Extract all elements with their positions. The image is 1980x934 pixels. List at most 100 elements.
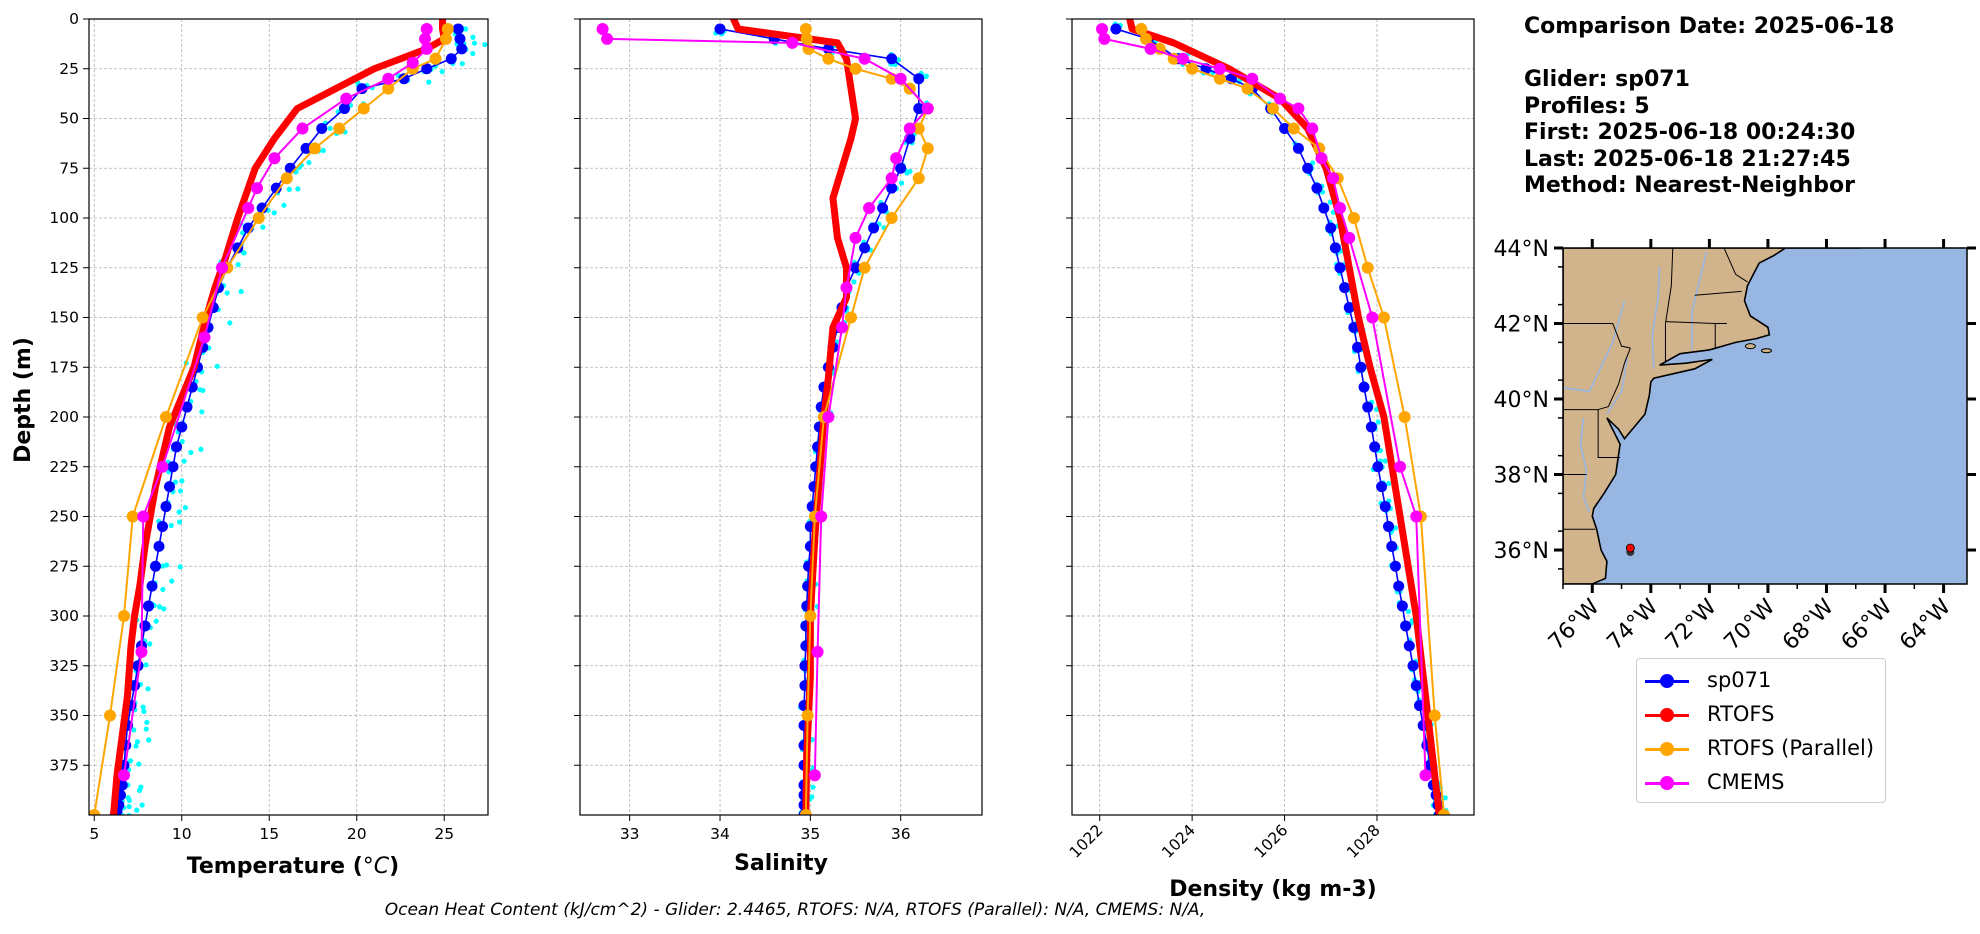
x-tick-label: 20: [347, 825, 367, 843]
data-point-sp071: [164, 481, 175, 493]
axis-ticks: 5 10 15 20 250255075100125150175200225250275…: [49, 10, 454, 843]
glider-raw-point: [176, 509, 182, 515]
data-point-rtofs_parallel: [252, 212, 265, 224]
glider-raw-point: [176, 519, 183, 525]
glider-raw-point: [227, 320, 233, 326]
lat-tick-label: 44°N: [1494, 237, 1549, 262]
glider-raw-point: [140, 704, 146, 710]
data-point-rtofs_parallel: [858, 261, 871, 274]
data-point-cmems: [1394, 460, 1407, 473]
data-point-sp071: [1334, 262, 1346, 274]
data-point-rtofs_parallel: [1398, 411, 1411, 423]
glider-raw-point: [177, 564, 183, 570]
data-point-rtofs_parallel: [804, 610, 817, 622]
profile-charts: 5 10 15 20 250255075100125150175200225250275…: [49, 10, 1475, 862]
data-point-rtofs_parallel: [885, 212, 898, 224]
data-point-rtofs_parallel: [308, 142, 321, 155]
data-point-cmems: [1098, 32, 1111, 45]
data-point-rtofs_parallel: [89, 809, 101, 815]
data-point-rtofs_parallel: [1213, 72, 1226, 85]
glider-raw-point: [805, 816, 810, 821]
lon-tick-label: 66°W: [1837, 594, 1898, 655]
glider-raw-point: [160, 563, 166, 569]
glider-raw-point: [801, 817, 806, 822]
glider-raw-point: [923, 73, 929, 79]
temperature-axis-label: Temperature (°C): [187, 854, 399, 879]
glider-raw-point: [198, 446, 204, 452]
data-point-sp071: [1279, 122, 1291, 134]
x-tick-label: 36: [891, 825, 911, 843]
data-point-cmems: [137, 510, 150, 523]
state-border: [1597, 347, 1631, 411]
axis-ticks: 1022 1024 1026 1028: [1066, 18, 1384, 862]
chart-panel-2: 33 34 35 36: [574, 18, 983, 843]
data-point-sp071: [284, 162, 296, 174]
temperature-label-text: Temperature (: [187, 854, 363, 879]
data-point-sp071: [1410, 680, 1422, 692]
glider-raw-point: [1386, 480, 1392, 487]
data-point-cmems: [1213, 62, 1226, 75]
legend: sp071 RTOFS RTOFS (Parallel) CMEMS: [1636, 658, 1886, 803]
data-point-cmems: [903, 122, 916, 135]
glider-raw-point: [471, 40, 478, 46]
x-tick-label: 1026: [1251, 821, 1292, 862]
glider-raw-point: [128, 818, 133, 823]
series-rtofs_parallel: [799, 22, 934, 815]
legend-label: sp071: [1707, 668, 1772, 692]
lat-tick-label: 40°N: [1494, 388, 1549, 413]
data-point-sp071: [1393, 580, 1405, 592]
data-point-rtofs_parallel: [357, 102, 370, 115]
data-point-sp071: [1355, 361, 1367, 373]
data-point-rtofs_parallel: [800, 32, 813, 45]
data-point-rtofs_parallel: [333, 122, 346, 135]
series-cmems: [1096, 22, 1432, 782]
series-sp071: [1110, 23, 1445, 815]
data-point-sp071: [421, 63, 433, 75]
lon-tick-label: 64°W: [1895, 594, 1956, 655]
data-point-rtofs_parallel: [801, 709, 814, 722]
data-point-cmems: [406, 56, 419, 69]
legend-marker: [1660, 708, 1674, 722]
y-tick-label: 175: [49, 358, 79, 376]
profile-count: Profiles: 5: [1524, 93, 1650, 119]
glider-raw-point: [141, 708, 147, 715]
glider-raw-point: [179, 478, 185, 484]
y-tick-label: 200: [49, 408, 79, 426]
glider-raw-point: [199, 409, 205, 415]
data-point-sp071: [316, 122, 328, 134]
data-point-sp071: [1352, 341, 1364, 353]
series-line-sp071: [114, 28, 463, 815]
glider-raw-point: [1392, 525, 1399, 531]
data-point-rtofs_parallel: [921, 142, 934, 155]
legend-item-sp071: sp071: [1637, 664, 1885, 698]
data-point-sp071: [1311, 182, 1323, 194]
data-point-cmems: [1292, 102, 1305, 115]
glider-raw-point: [134, 739, 141, 745]
data-point-sp071: [895, 162, 907, 174]
data-point-rtofs_parallel: [196, 311, 209, 324]
y-tick-label: 375: [49, 756, 79, 774]
data-point-cmems: [420, 22, 433, 35]
legend-label: RTOFS (Parallel): [1707, 736, 1875, 760]
x-tick-label: 10: [172, 825, 192, 843]
state-border: [1723, 248, 1748, 283]
data-point-sp071: [877, 202, 889, 214]
series-cmems: [118, 22, 433, 782]
y-tick-label: 0: [69, 10, 79, 28]
data-point-rtofs_parallel: [382, 82, 395, 95]
lon-tick-label: 76°W: [1544, 594, 1605, 655]
glider-raw-point: [161, 606, 167, 612]
data-point-sp071: [886, 182, 898, 194]
comparison-info: Comparison Date: 2025-06-18 Glider: sp07…: [1524, 14, 1894, 200]
data-point-sp071: [1376, 481, 1388, 493]
data-point-sp071: [1362, 401, 1374, 413]
glider-raw-point: [1405, 608, 1412, 615]
x-tick-label: 25: [434, 825, 454, 843]
data-point-sp071: [1396, 600, 1408, 612]
y-tick-label: 100: [49, 209, 79, 227]
data-point-cmems: [835, 321, 848, 334]
glider-raw-point: [136, 761, 142, 767]
y-tick-label: 50: [59, 110, 79, 128]
data-point-cmems: [596, 22, 609, 35]
